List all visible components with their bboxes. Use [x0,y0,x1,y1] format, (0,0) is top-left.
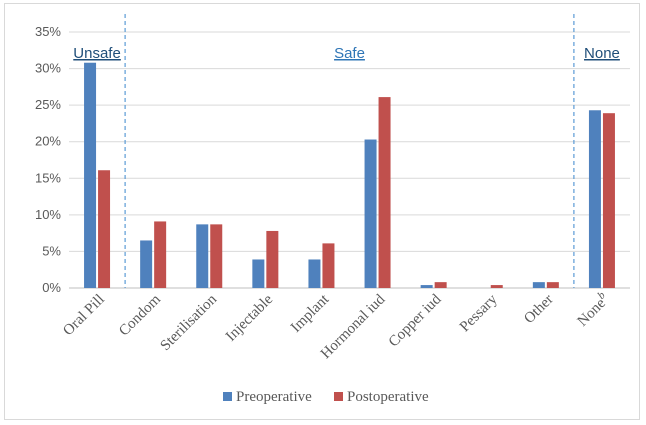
bar-postoperative [210,224,223,288]
group-separators [124,14,575,288]
y-tick-label: 35% [35,24,61,39]
x-tick-label: Injectable [223,291,276,344]
bars [84,62,615,289]
group-labels: Unsafe Safe None [73,45,620,62]
bar-chart: 0% 5% 10% 15% 20% 25% 30% 35% Unsafe Safe None Or… [35,14,630,405]
x-tick-label: Copper iud [386,291,445,350]
bar-preoperative [364,139,377,288]
legend-label: Postoperative [347,389,429,405]
bar-preoperative [308,259,321,288]
legend: Preoperative Postoperative [223,389,429,405]
y-tick-label: 5% [42,243,61,258]
y-tick-label: 25% [35,97,61,112]
x-tick-label: Pessary [457,291,501,335]
bar-postoperative [546,282,559,288]
x-tick-label: Other [521,292,556,327]
bar-preoperative [420,285,433,288]
legend-swatch [334,392,343,401]
y-tick-label: 30% [35,61,61,76]
group-label: None [584,45,620,62]
chart-frame: 0% 5% 10% 15% 20% 25% 30% 35% Unsafe Safe None Or… [4,3,640,420]
bar-preoperative [532,282,545,288]
legend-label: Preoperative [236,389,312,405]
bar-postoperative [98,170,111,288]
bar-postoperative [434,282,447,288]
bar-postoperative [154,221,167,288]
bar-preoperative [588,110,601,289]
bar-preoperative [252,259,265,288]
bar-postoperative [322,243,335,288]
bar-postoperative [378,97,391,289]
y-tick-label: 10% [35,207,61,222]
bar-postoperative [490,285,503,288]
bar-preoperative [196,224,209,288]
x-tick-label: Noneb [572,289,613,330]
bar-preoperative [140,240,153,288]
bar-postoperative [602,113,615,288]
x-tick-label: Implant [288,291,333,336]
group-label: Unsafe [73,45,121,62]
group-label: Safe [334,45,365,62]
y-tick-label: 20% [35,134,61,149]
y-tick-label: 15% [35,170,61,185]
y-tick-label: 0% [42,280,61,295]
x-tick-label: Condom [116,291,164,339]
x-tick-label: Oral Pill [60,292,108,340]
legend-swatch [223,392,232,401]
gridlines [69,31,630,289]
y-axis-ticks: 0% 5% 10% 15% 20% 25% 30% 35% [35,24,61,295]
bar-preoperative [84,62,97,288]
bar-postoperative [266,230,279,288]
x-tick-superscript: b [595,289,608,302]
x-tick-label: Sterilisation [157,291,220,354]
